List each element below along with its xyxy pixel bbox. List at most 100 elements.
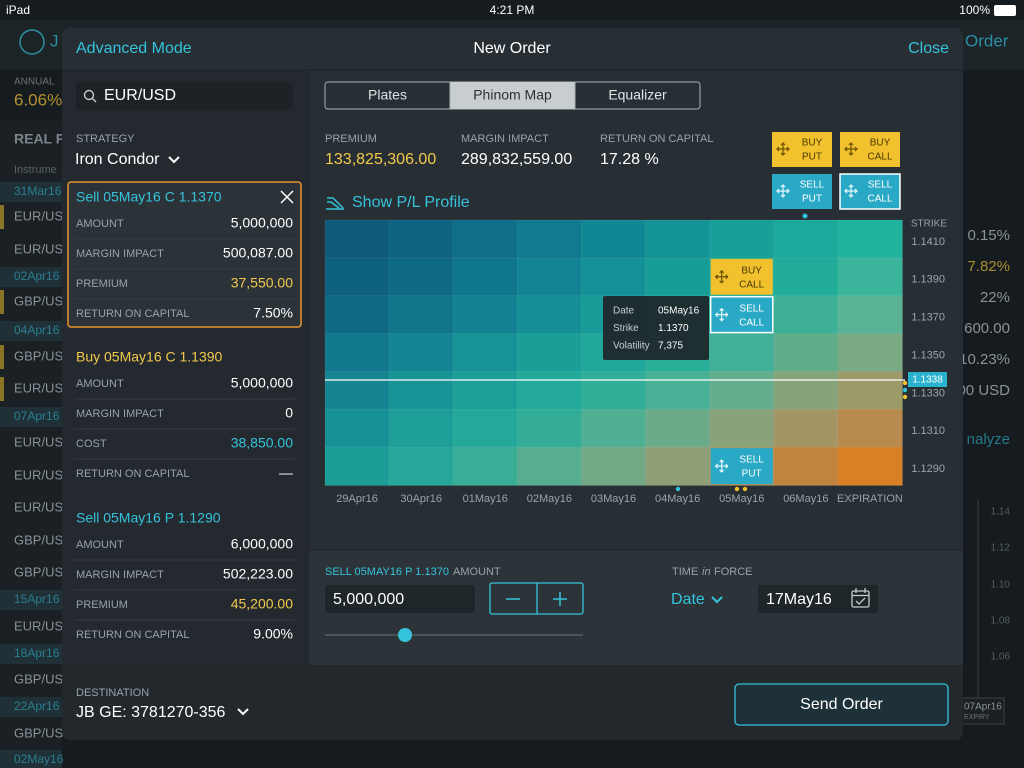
heatmap-cell[interactable] <box>837 257 904 297</box>
leg-row-value: 6,000,000 <box>231 536 293 552</box>
search-field[interactable] <box>76 82 293 110</box>
row-instrument: GBP/US <box>14 725 63 740</box>
row-date: 15Apr16 <box>14 592 60 606</box>
leg-title[interactable]: Sell 05May16 P 1.1290 <box>76 510 221 526</box>
strike-dot <box>902 394 908 400</box>
heatmap-cell[interactable] <box>709 219 775 259</box>
heatmap-cell[interactable] <box>324 408 391 449</box>
heatmap-cell[interactable] <box>645 257 711 297</box>
heatmap-cell[interactable] <box>709 370 775 411</box>
heatmap-cell[interactable] <box>645 219 711 259</box>
tif-label: in <box>702 566 711 578</box>
heatmap-cell[interactable] <box>452 408 519 449</box>
tif-label: TIME <box>672 566 698 578</box>
heatmap-cell[interactable] <box>388 333 455 373</box>
row-date: 31Mar16 <box>14 184 62 198</box>
heatmap-cell[interactable] <box>837 408 904 449</box>
amount-input[interactable] <box>325 585 475 613</box>
advanced-mode-link[interactable]: Advanced Mode <box>76 40 192 57</box>
strategy-value[interactable]: Iron Condor <box>75 151 160 168</box>
slider-thumb[interactable] <box>398 628 412 642</box>
destination-value[interactable]: JB GE: 3781270-356 <box>76 704 226 721</box>
heatmap-cell[interactable] <box>452 370 519 411</box>
heatmap-cell[interactable] <box>516 333 583 373</box>
heatmap-cell[interactable] <box>516 295 583 335</box>
tooltip-label: Date <box>613 306 635 317</box>
heatmap-cell[interactable] <box>388 408 455 449</box>
date-row <box>0 644 62 664</box>
heatmap-cell[interactable] <box>324 333 391 373</box>
heatmap-cell[interactable] <box>645 370 711 411</box>
heatmap-cell[interactable] <box>580 446 647 486</box>
leg-row-value: 5,000,000 <box>231 375 293 391</box>
heatmap-cell[interactable] <box>773 295 839 335</box>
tab[interactable]: Equalizer <box>608 87 667 103</box>
heatmap-cell[interactable] <box>516 219 583 259</box>
heatmap-cell[interactable] <box>773 219 839 259</box>
heatmap-cell[interactable] <box>837 370 904 411</box>
heatmap-cell[interactable] <box>388 370 455 411</box>
heatmap-cell[interactable] <box>709 408 775 449</box>
heatmap-cell[interactable] <box>388 446 455 486</box>
bg-expiry-box <box>961 697 1005 725</box>
heatmap-cell[interactable] <box>388 295 455 335</box>
heatmap-cell[interactable] <box>324 257 391 297</box>
move-icon <box>714 459 729 473</box>
heatmap-cell[interactable] <box>452 219 519 259</box>
row-instrument: EUR/US <box>14 208 63 223</box>
strategy-label: STRATEGY <box>76 133 135 145</box>
date-dot <box>734 486 740 492</box>
heatmap-cell[interactable] <box>580 408 647 449</box>
send-order-button[interactable] <box>734 683 949 726</box>
tif-type[interactable]: Date <box>671 591 705 608</box>
heatmap-cell[interactable] <box>452 257 519 297</box>
plus-icon[interactable] <box>553 592 567 606</box>
heatmap-cell[interactable] <box>580 219 647 259</box>
calendar-icon <box>852 588 869 605</box>
heatmap-cell[interactable] <box>452 295 519 335</box>
heatmap-cell[interactable] <box>837 219 904 259</box>
heatmap-cell[interactable] <box>645 408 711 449</box>
heatmap-cell[interactable] <box>580 257 647 297</box>
position-label: SELL <box>739 303 764 314</box>
heatmap-cell[interactable] <box>773 257 839 297</box>
order-type-label: PUT <box>802 152 822 163</box>
heatmap-cell[interactable] <box>773 408 839 449</box>
heatmap-cell[interactable] <box>645 446 711 486</box>
heatmap-cell[interactable] <box>516 257 583 297</box>
heatmap-cell[interactable] <box>324 446 391 486</box>
heatmap-cell[interactable] <box>837 333 904 373</box>
heatmap-cell[interactable] <box>516 370 583 411</box>
heatmap-cell[interactable] <box>580 370 647 411</box>
row-date: 02Apr16 <box>14 269 60 283</box>
heatmap-cell[interactable] <box>516 408 583 449</box>
heatmap-cell[interactable] <box>773 370 839 411</box>
heatmap-cell[interactable] <box>324 295 391 335</box>
heatmap-cell[interactable] <box>516 446 583 486</box>
leg-title[interactable]: Sell 05May16 C 1.1370 <box>76 189 222 205</box>
heatmap-cell[interactable] <box>773 333 839 373</box>
heatmap-cell[interactable] <box>837 295 904 335</box>
row-date: 02May16 <box>14 752 64 766</box>
heatmap-cell[interactable] <box>837 446 904 486</box>
tooltip-label: Volatility <box>613 341 650 352</box>
tab[interactable]: Plates <box>368 87 407 103</box>
heatmap-cell[interactable] <box>773 446 839 486</box>
move-icon <box>714 307 729 322</box>
leg-title[interactable]: Buy 05May16 C 1.1390 <box>76 349 223 365</box>
heatmap-cell[interactable] <box>709 333 775 373</box>
heatmap-cell[interactable] <box>388 219 455 259</box>
heatmap-cell[interactable] <box>388 257 455 297</box>
heatmap-cell[interactable] <box>324 219 391 259</box>
bg-expiry-label: EXPIRY <box>964 714 990 721</box>
heatmap-cell[interactable] <box>452 446 519 486</box>
current-price-badge <box>908 372 947 387</box>
indicator-dot <box>802 213 808 219</box>
heatmap-cell[interactable] <box>452 333 519 373</box>
date-field[interactable] <box>758 585 878 613</box>
close-button[interactable]: Close <box>908 40 949 57</box>
pl-profile-toggle[interactable]: Show P/L Profile <box>352 194 470 211</box>
heatmap-cell[interactable] <box>324 370 391 411</box>
tab[interactable]: Phinom Map <box>473 87 552 103</box>
